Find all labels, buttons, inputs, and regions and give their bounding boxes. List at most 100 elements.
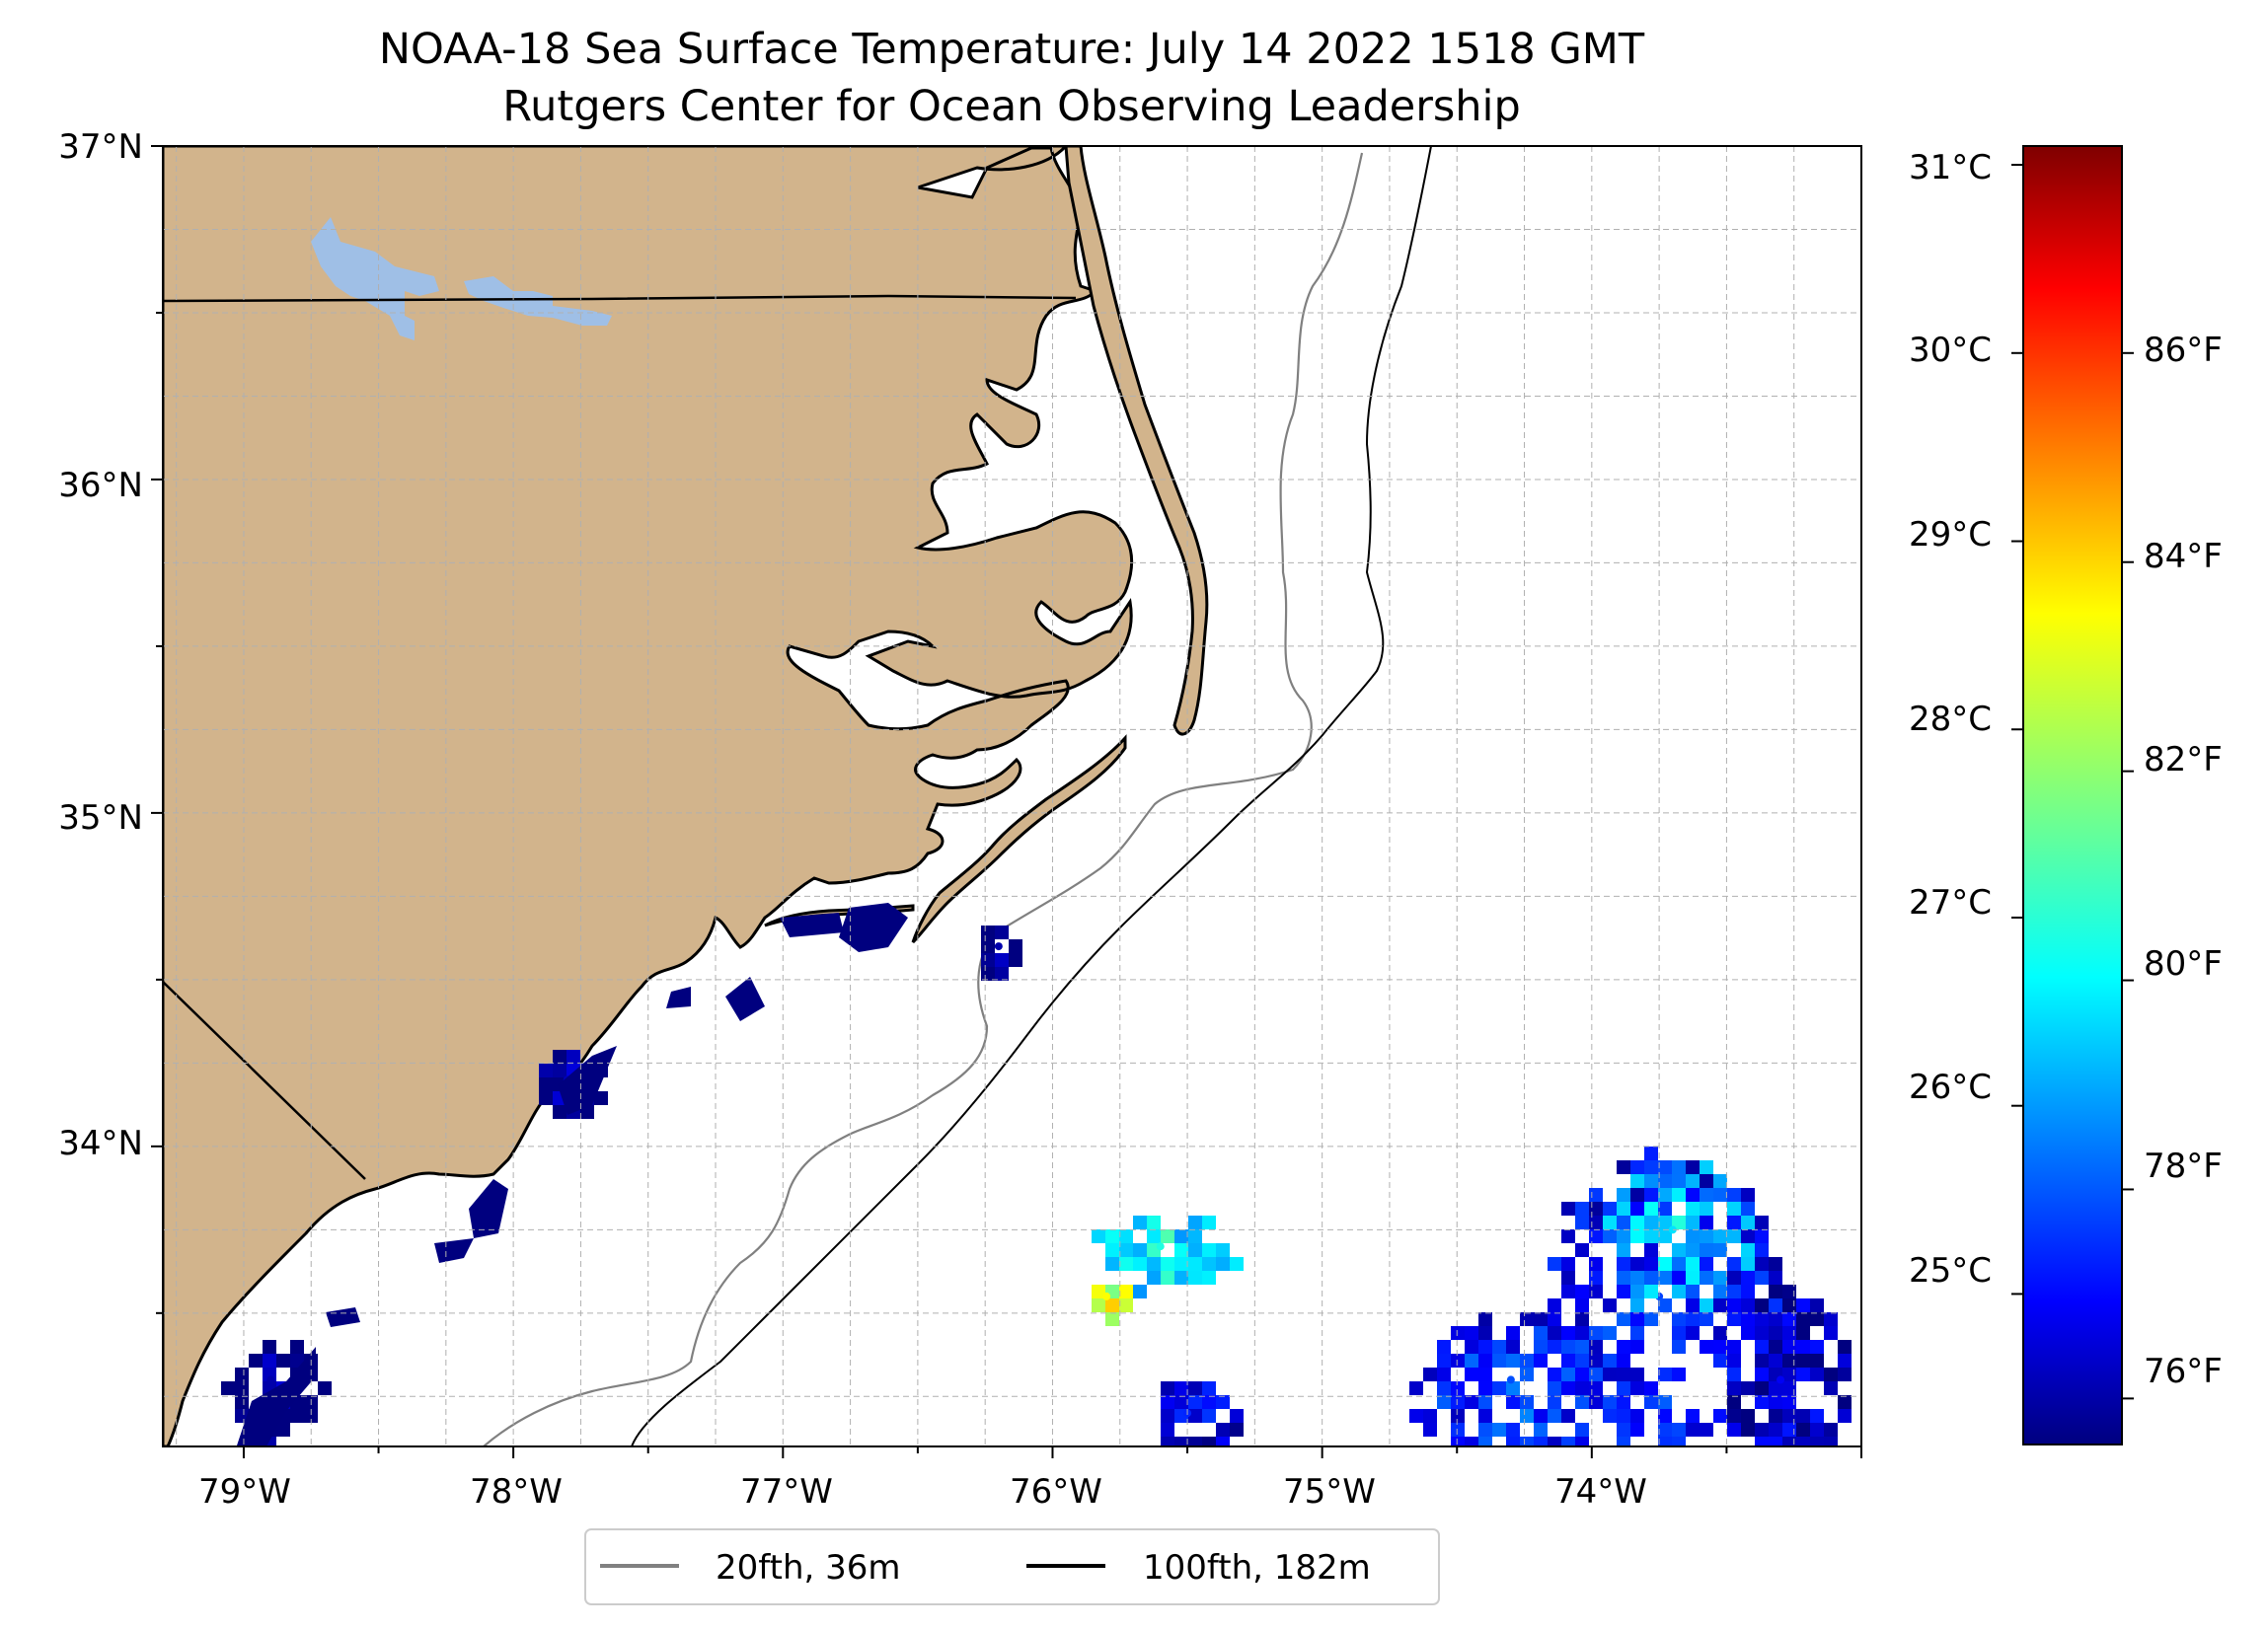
sst-cell xyxy=(1534,1450,1548,1464)
sst-cell xyxy=(1658,1216,1672,1229)
sst-cell xyxy=(1174,1437,1188,1446)
sst-cell xyxy=(1161,1257,1174,1271)
sst-cell xyxy=(1782,1423,1796,1437)
sst-cell xyxy=(1769,1423,1782,1437)
sst-cell xyxy=(1810,1464,1824,1478)
sst-cell xyxy=(1810,1354,1824,1368)
sst-cell xyxy=(1658,1202,1672,1216)
sst-cell xyxy=(1478,1340,1492,1354)
sst-cell xyxy=(1741,1229,1755,1243)
sst-cell xyxy=(1644,1285,1658,1298)
sst-cell xyxy=(1534,1437,1548,1446)
colorbar-f-label: 86°F xyxy=(2144,331,2223,370)
sst-cell xyxy=(1561,1202,1575,1216)
sst-cell xyxy=(1534,1326,1548,1340)
sst-cell xyxy=(1824,1312,1838,1326)
sst-cell xyxy=(1423,1423,1437,1437)
sst-cell xyxy=(1548,1381,1561,1395)
sst-cell xyxy=(1230,1423,1244,1437)
sst-cell xyxy=(1478,1437,1492,1446)
sst-cell xyxy=(1686,1285,1700,1298)
colorbar-c-label: 31°C xyxy=(1909,148,1992,187)
sst-cell xyxy=(1810,1478,1824,1492)
sst-cell xyxy=(1755,1395,1769,1409)
sst-cell xyxy=(1727,1257,1741,1271)
sst-cell xyxy=(1548,1437,1561,1446)
sst-cell xyxy=(1520,1395,1534,1409)
sst-cell xyxy=(1796,1312,1810,1326)
sst-cell xyxy=(1700,1229,1713,1243)
sst-cell xyxy=(1603,1409,1617,1423)
sst-cell xyxy=(1769,1409,1782,1423)
sst-cell xyxy=(1188,1257,1202,1271)
sst-cell xyxy=(1617,1271,1630,1285)
legend-label-100fth: 100fth, 182m xyxy=(1143,1548,1371,1588)
sst-cell xyxy=(1810,1340,1824,1354)
map-area xyxy=(163,146,1861,1492)
sst-cell xyxy=(553,1105,567,1119)
sst-cell xyxy=(1755,1423,1769,1437)
sst-cell xyxy=(1630,1257,1644,1271)
sst-cell xyxy=(539,1064,553,1077)
sst-cell xyxy=(1727,1368,1741,1381)
sst-cell xyxy=(1617,1312,1630,1326)
sst-cell xyxy=(1202,1395,1216,1409)
sst-cell xyxy=(1824,1423,1838,1437)
sst-cell xyxy=(1700,1243,1713,1257)
sst-cell xyxy=(1617,1340,1630,1354)
sst-cell xyxy=(1465,1326,1478,1340)
sst-cell xyxy=(1727,1188,1741,1202)
sst-cell xyxy=(1451,1354,1465,1368)
sst-cell xyxy=(1506,1437,1520,1446)
sst-cell xyxy=(1575,1202,1589,1216)
sst-cell xyxy=(249,1354,263,1368)
sst-cell xyxy=(995,926,1009,939)
sst-cell xyxy=(1478,1395,1492,1409)
sst-cell xyxy=(1672,1271,1686,1285)
sst-cell xyxy=(1617,1243,1630,1257)
sst-cell xyxy=(1796,1464,1810,1478)
sst-cell xyxy=(1478,1354,1492,1368)
sst-cell xyxy=(1782,1395,1796,1409)
sst-cell xyxy=(1796,1409,1810,1423)
sst-cell xyxy=(1534,1312,1548,1326)
sst-cell xyxy=(1658,1409,1672,1423)
sst-cell xyxy=(1478,1326,1492,1340)
sst-cell xyxy=(1561,1409,1575,1423)
sst-cell xyxy=(1575,1216,1589,1229)
sst-cell xyxy=(1119,1243,1133,1257)
sst-cell xyxy=(1672,1326,1686,1340)
sst-cell xyxy=(1548,1340,1561,1354)
sst-cell xyxy=(1009,939,1022,953)
sst-cell xyxy=(1561,1381,1575,1395)
sst-cell xyxy=(1478,1312,1492,1326)
sst-cell xyxy=(1741,1381,1755,1395)
lat-tick-labels: 37°N 36°N 35°N 34°N xyxy=(58,127,143,1163)
sst-cell xyxy=(1561,1285,1575,1298)
sst-cell xyxy=(1727,1381,1741,1395)
map-gridlines xyxy=(163,146,1861,1446)
sst-cell xyxy=(1658,1423,1672,1437)
sst-cell xyxy=(1672,1174,1686,1188)
sst-patch-center xyxy=(994,942,1003,951)
sst-cell xyxy=(1561,1257,1575,1271)
colorbar: 31°C 30°C 29°C 28°C 27°C 26°C 25°C 86°F … xyxy=(1909,145,2223,1445)
sst-cell xyxy=(1796,1368,1810,1381)
sst-cell xyxy=(1506,1395,1520,1409)
sst-cell xyxy=(1796,1354,1810,1368)
sst-cell xyxy=(1161,1437,1174,1446)
sst-cell xyxy=(1755,1381,1769,1395)
lon-tick-label: 77°W xyxy=(740,1472,833,1512)
sst-cell xyxy=(1810,1464,1824,1478)
sst-cell xyxy=(981,953,995,967)
sst-cell xyxy=(1686,1409,1700,1423)
sst-cell xyxy=(1092,1298,1105,1312)
sst-cell xyxy=(1713,1271,1727,1285)
sst-cell xyxy=(1589,1216,1603,1229)
sst-cell xyxy=(1769,1271,1782,1285)
sst-cell xyxy=(1161,1423,1174,1437)
sst-cell xyxy=(1686,1229,1700,1243)
colorbar-f-label: 78°F xyxy=(2144,1147,2223,1186)
land-outer-banks xyxy=(1064,146,1209,736)
